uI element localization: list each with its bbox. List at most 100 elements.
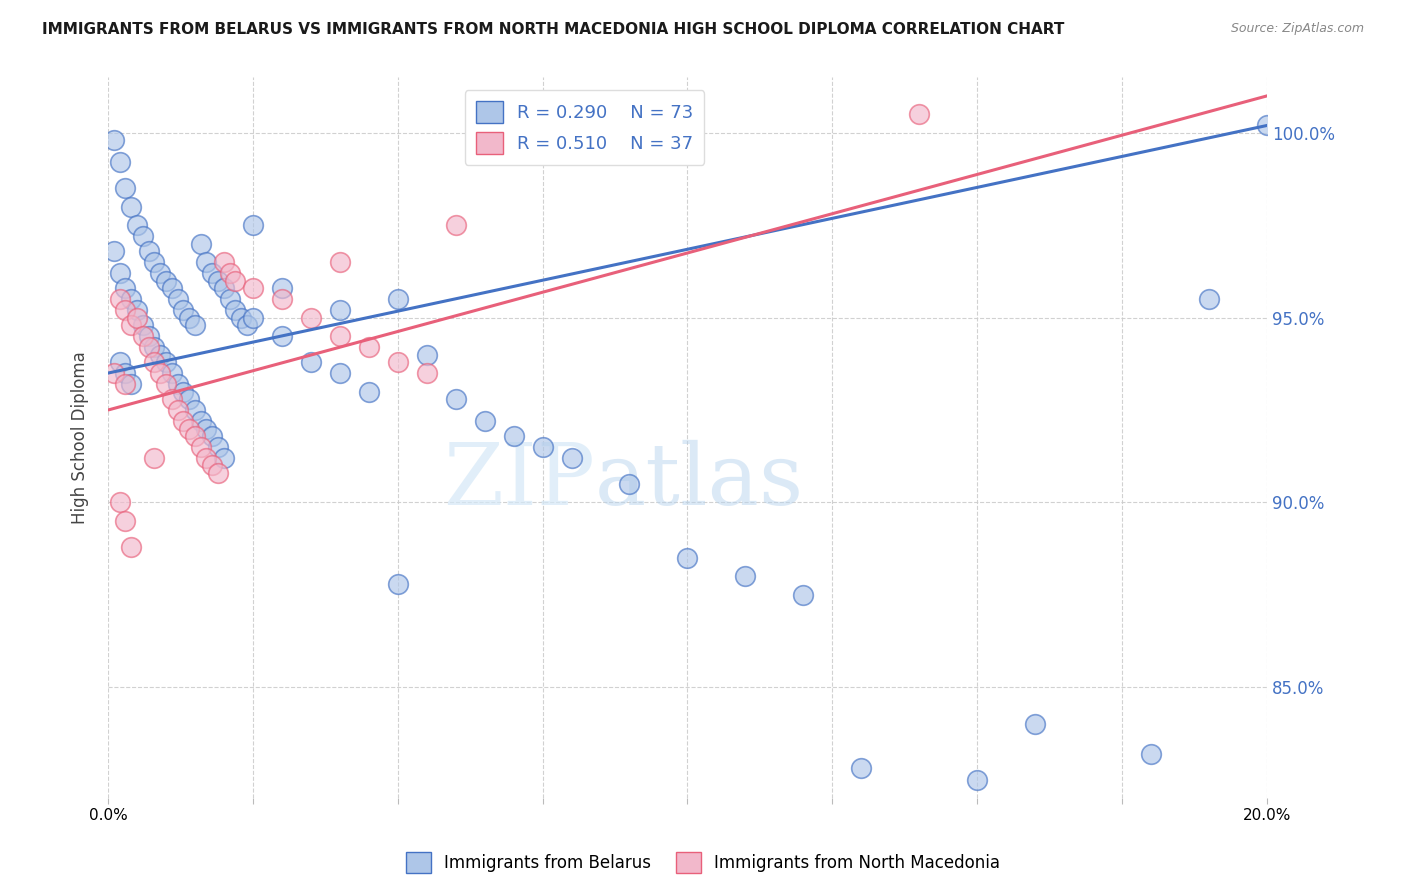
Point [329, 366, 352, 380]
Point [619, 477, 641, 491]
Point [415, 348, 437, 362]
Text: Source: ZipAtlas.com: Source: ZipAtlas.com [1230, 22, 1364, 36]
Point [415, 366, 437, 380]
Point [218, 266, 240, 280]
Point [166, 377, 188, 392]
Point [108, 155, 131, 169]
Y-axis label: High School Diploma: High School Diploma [72, 351, 89, 524]
Point [195, 451, 218, 466]
Point [207, 274, 229, 288]
Point [444, 392, 467, 406]
Point [120, 540, 142, 554]
Point [201, 266, 224, 280]
Point [387, 292, 409, 306]
Point [108, 292, 131, 306]
Point [184, 318, 207, 332]
Point [299, 355, 322, 369]
Point [166, 403, 188, 417]
Point [179, 392, 201, 406]
Point [474, 414, 496, 428]
Point [143, 255, 166, 269]
Point [120, 200, 142, 214]
Point [502, 429, 524, 443]
Point [190, 440, 212, 454]
Point [155, 355, 177, 369]
Point [734, 569, 756, 583]
Point [172, 384, 194, 399]
Point [108, 355, 131, 369]
Point [155, 274, 177, 288]
Point [561, 451, 583, 466]
Point [103, 244, 125, 259]
Text: atlas: atlas [595, 440, 804, 523]
Point [270, 329, 292, 343]
Point [114, 366, 136, 380]
Point [114, 377, 136, 392]
Point [908, 107, 931, 121]
Point [108, 495, 131, 509]
Point [120, 377, 142, 392]
Point [224, 274, 246, 288]
Point [179, 310, 201, 325]
Point [1198, 292, 1220, 306]
Point [242, 219, 264, 233]
Point [103, 366, 125, 380]
Point [184, 403, 207, 417]
Point [387, 576, 409, 591]
Point [114, 514, 136, 528]
Point [201, 429, 224, 443]
Point [236, 318, 259, 332]
Point [143, 355, 166, 369]
Point [218, 292, 240, 306]
Legend: R = 0.290    N = 73, R = 0.510    N = 37: R = 0.290 N = 73, R = 0.510 N = 37 [465, 90, 704, 165]
Point [114, 281, 136, 295]
Point [444, 219, 467, 233]
Point [132, 229, 155, 244]
Point [242, 281, 264, 295]
Point [329, 329, 352, 343]
Point [114, 303, 136, 318]
Point [329, 255, 352, 269]
Point [160, 281, 183, 295]
Point [166, 292, 188, 306]
Point [125, 219, 148, 233]
Point [207, 440, 229, 454]
Point [270, 292, 292, 306]
Point [103, 133, 125, 147]
Point [231, 310, 253, 325]
Point [160, 392, 183, 406]
Point [172, 414, 194, 428]
Point [172, 303, 194, 318]
Point [676, 550, 699, 565]
Point [184, 429, 207, 443]
Point [224, 303, 246, 318]
Point [108, 266, 131, 280]
Point [1256, 119, 1278, 133]
Point [851, 762, 873, 776]
Point [125, 310, 148, 325]
Point [212, 451, 235, 466]
Point [531, 440, 554, 454]
Point [179, 421, 201, 435]
Point [357, 340, 380, 354]
Text: IMMIGRANTS FROM BELARUS VS IMMIGRANTS FROM NORTH MACEDONIA HIGH SCHOOL DIPLOMA C: IMMIGRANTS FROM BELARUS VS IMMIGRANTS FR… [42, 22, 1064, 37]
Point [149, 348, 172, 362]
Point [138, 244, 160, 259]
Point [1140, 747, 1163, 761]
Point [207, 466, 229, 480]
Point [138, 329, 160, 343]
Point [143, 340, 166, 354]
Point [195, 255, 218, 269]
Point [792, 588, 814, 602]
Point [966, 772, 988, 787]
Point [149, 366, 172, 380]
Point [138, 340, 160, 354]
Text: ZIP: ZIP [443, 440, 595, 523]
Point [212, 281, 235, 295]
Point [155, 377, 177, 392]
Point [195, 421, 218, 435]
Point [329, 303, 352, 318]
Point [190, 236, 212, 251]
Point [132, 318, 155, 332]
Point [132, 329, 155, 343]
